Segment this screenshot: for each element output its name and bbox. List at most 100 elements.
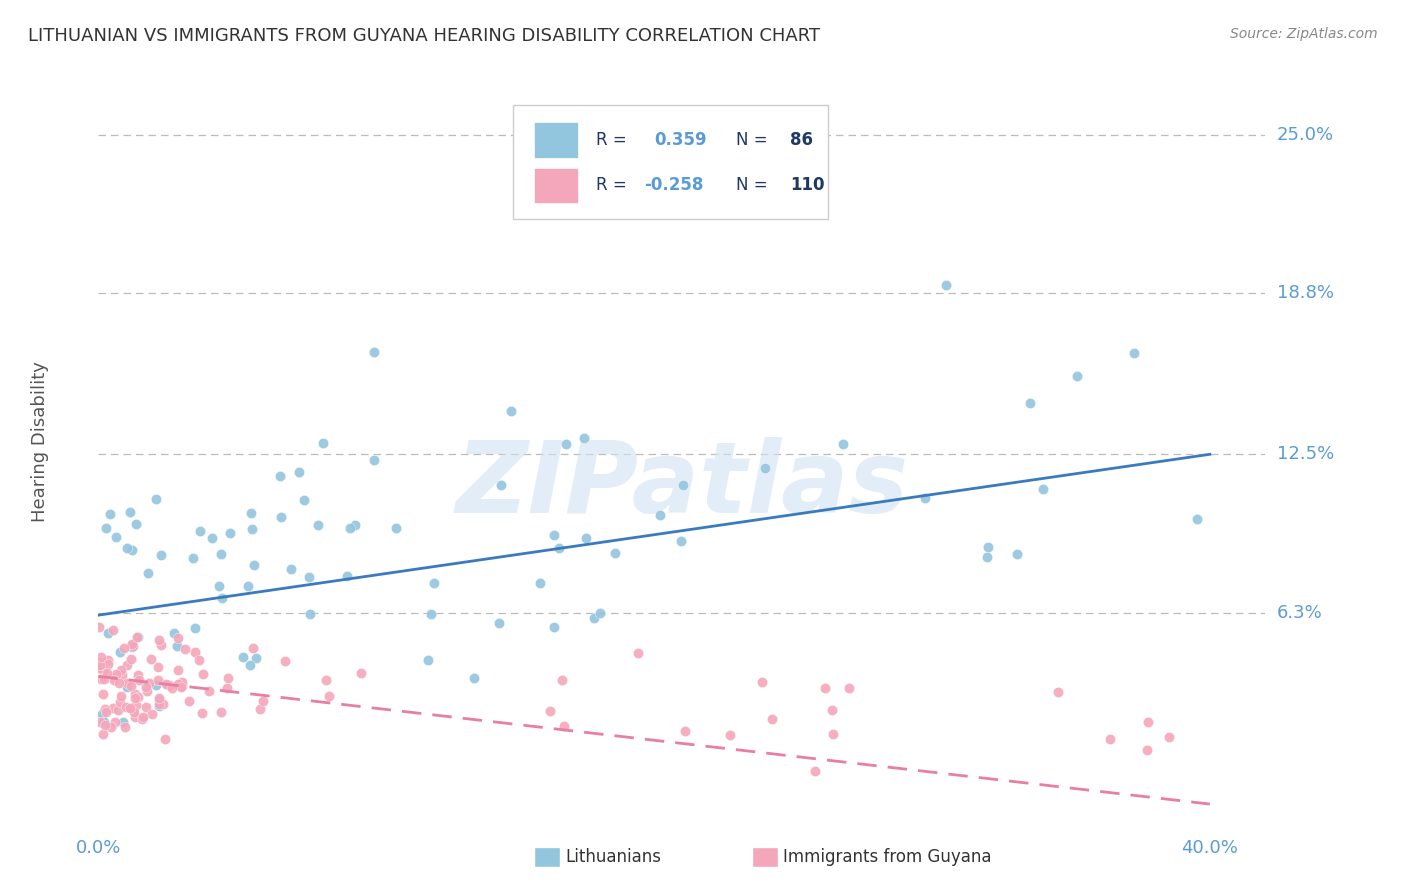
Point xyxy=(93,727,115,741)
Point xyxy=(124,687,146,701)
Point xyxy=(339,521,361,535)
Point xyxy=(280,562,302,576)
Point xyxy=(823,727,845,741)
Text: N =: N = xyxy=(735,177,768,194)
Point xyxy=(124,690,146,705)
Point xyxy=(240,523,263,537)
Point xyxy=(242,640,264,655)
Point xyxy=(832,437,855,451)
Point xyxy=(627,646,650,660)
Point xyxy=(270,509,292,524)
Point xyxy=(1007,547,1029,561)
Point xyxy=(363,453,385,467)
Point xyxy=(363,344,385,359)
Point xyxy=(138,676,160,690)
Point xyxy=(669,533,692,548)
Point xyxy=(136,684,159,698)
Point xyxy=(138,566,160,581)
Text: 0.359: 0.359 xyxy=(654,131,707,149)
Point xyxy=(181,551,204,566)
Point xyxy=(110,689,132,703)
Point xyxy=(315,673,337,688)
Text: R =: R = xyxy=(596,131,626,149)
Point xyxy=(97,657,120,671)
Point xyxy=(208,579,231,593)
Point xyxy=(145,678,167,692)
Point xyxy=(98,507,121,521)
Point xyxy=(148,690,170,705)
Point xyxy=(191,706,214,721)
Point xyxy=(127,690,149,704)
Point xyxy=(101,623,124,637)
Point xyxy=(1137,714,1160,729)
Point xyxy=(89,657,111,672)
Point xyxy=(145,491,167,506)
Point xyxy=(121,640,143,655)
Point xyxy=(121,543,143,558)
Point xyxy=(120,679,142,693)
Point xyxy=(574,432,596,446)
Point xyxy=(650,508,672,522)
Point xyxy=(127,630,149,644)
Point xyxy=(1185,512,1208,526)
Text: LITHUANIAN VS IMMIGRANTS FROM GUYANA HEARING DISABILITY CORRELATION CHART: LITHUANIAN VS IMMIGRANTS FROM GUYANA HEA… xyxy=(28,27,820,45)
Point xyxy=(166,639,188,653)
Point xyxy=(112,715,135,730)
Point xyxy=(96,665,118,680)
Point xyxy=(118,505,141,519)
Point xyxy=(188,652,211,666)
Point xyxy=(463,671,485,685)
Point xyxy=(120,652,142,666)
Text: Lithuanians: Lithuanians xyxy=(565,848,661,866)
Point xyxy=(170,680,193,694)
Point xyxy=(385,521,408,535)
Text: ZIPatlas: ZIPatlas xyxy=(456,437,908,534)
Point xyxy=(193,666,215,681)
Point xyxy=(93,672,115,686)
Point xyxy=(1157,730,1180,744)
Point xyxy=(118,701,141,715)
Bar xyxy=(534,122,578,158)
Point xyxy=(93,718,115,732)
Point xyxy=(97,653,120,667)
Point xyxy=(146,660,169,674)
Point xyxy=(419,607,441,621)
Point xyxy=(269,468,291,483)
Point xyxy=(838,681,860,695)
Point xyxy=(89,619,111,633)
Point xyxy=(1019,396,1042,410)
Point xyxy=(198,684,221,698)
Text: -0.258: -0.258 xyxy=(644,177,704,194)
Point xyxy=(761,712,783,726)
Point xyxy=(1136,743,1159,757)
Point xyxy=(211,591,233,605)
Point xyxy=(104,714,127,729)
Point xyxy=(127,630,149,644)
Point xyxy=(548,541,571,555)
Point xyxy=(96,521,118,535)
Point xyxy=(298,607,321,622)
Point xyxy=(218,671,240,685)
Point xyxy=(107,703,129,717)
Point xyxy=(148,697,170,711)
FancyBboxPatch shape xyxy=(513,104,828,219)
Point xyxy=(167,677,190,691)
Point xyxy=(115,658,138,673)
Point xyxy=(1032,482,1054,496)
Point xyxy=(236,579,259,593)
Point xyxy=(209,706,232,720)
Point xyxy=(575,531,598,545)
Point xyxy=(555,436,578,450)
Point xyxy=(422,576,444,591)
Point xyxy=(245,650,267,665)
Point xyxy=(589,606,612,620)
Point xyxy=(89,715,111,730)
Point xyxy=(273,654,295,668)
Point xyxy=(499,404,522,418)
Point xyxy=(114,699,136,714)
Point xyxy=(115,680,138,694)
Point xyxy=(1122,346,1144,360)
Point xyxy=(135,699,157,714)
Point xyxy=(124,710,146,724)
Point xyxy=(217,681,239,695)
